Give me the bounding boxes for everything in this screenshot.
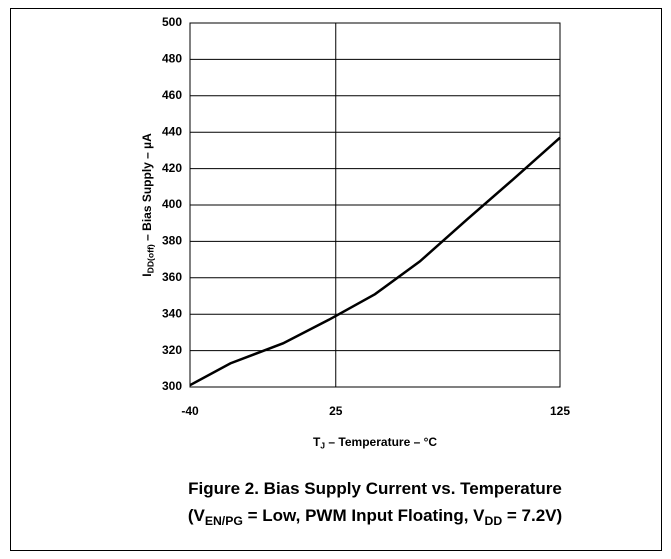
- caption-line-part: = Low, PWM Input Floating, V: [243, 506, 485, 525]
- y-axis-label-part: I: [140, 273, 154, 276]
- y-tick-label: 340: [162, 306, 182, 320]
- x-axis-label: TJ – Temperature – °C: [313, 435, 437, 451]
- frame: [10, 8, 662, 551]
- caption-line-part: (V: [188, 506, 206, 525]
- caption-line-part: DD: [485, 514, 503, 528]
- y-tick-label: 360: [162, 270, 182, 284]
- y-tick-label: 420: [162, 161, 182, 175]
- data-line: [189, 136, 561, 387]
- x-axis-label-part: T: [313, 435, 321, 449]
- y-tick-label: 400: [162, 197, 182, 211]
- caption-line: Figure 2. Bias Supply Current vs. Temper…: [188, 479, 562, 498]
- x-axis-label-part: J: [320, 441, 325, 451]
- y-tick-label: 440: [162, 124, 182, 138]
- caption-line: (VEN/PG = Low, PWM Input Floating, VDD =…: [188, 506, 562, 528]
- y-axis-label-part: – Bias Supply – µA: [140, 133, 154, 244]
- y-tick-label: 500: [162, 15, 182, 29]
- y-tick-label: 480: [162, 52, 182, 66]
- caption-line-part: EN/PG: [205, 514, 243, 528]
- x-axis-label-part: – Temperature – °C: [325, 435, 437, 449]
- y-axis-label: IDD(off) – Bias Supply – µA: [140, 133, 156, 277]
- x-tick-label: 25: [329, 404, 343, 418]
- y-tick-label: 460: [162, 88, 182, 102]
- y-tick-label: 300: [162, 379, 182, 393]
- caption-line-part: = 7.2V): [502, 506, 562, 525]
- y-tick-label: 380: [162, 234, 182, 248]
- x-tick-label: -40: [181, 404, 199, 418]
- y-tick-label: 320: [162, 343, 182, 357]
- y-axis-label-part: DD(off): [146, 244, 156, 273]
- x-tick-label: 125: [550, 404, 570, 418]
- plot-border: [189, 22, 561, 388]
- caption-line-part: Figure 2. Bias Supply Current vs. Temper…: [188, 479, 562, 498]
